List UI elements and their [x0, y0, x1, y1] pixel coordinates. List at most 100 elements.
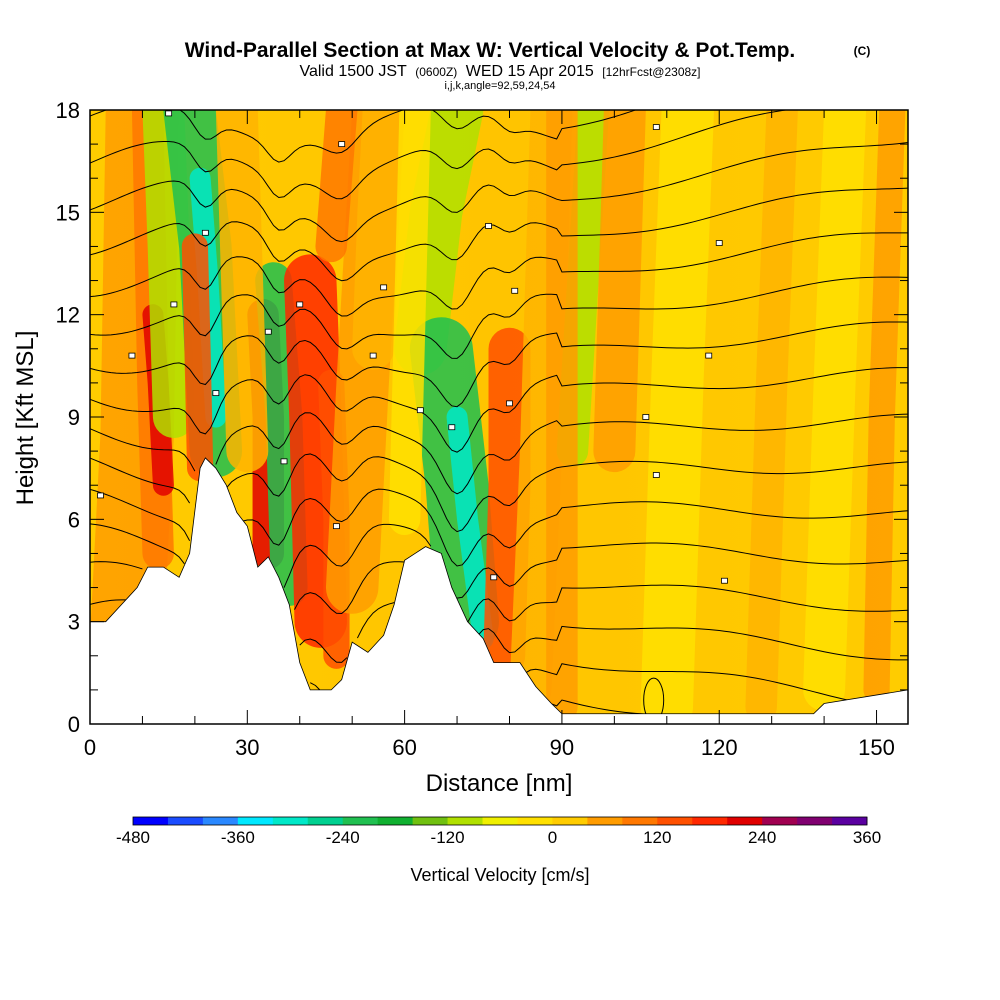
theta-contour: [90, 110, 790, 200]
theta-contour: [456, 542, 908, 599]
x-tick-label: 150: [858, 735, 895, 760]
plot-area: [90, 110, 908, 724]
colorbar-swatch: [657, 817, 693, 825]
theta-contour: [90, 599, 127, 605]
y-tick-label: 6: [68, 507, 80, 532]
velocity-band: [352, 110, 405, 370]
theta-contour-label: [280, 458, 288, 465]
theta-contour: [477, 625, 908, 661]
theta-contour-label: [416, 407, 424, 414]
theta-contour-label: [652, 472, 660, 478]
theta-contour-label: [380, 284, 388, 291]
colorbar-swatch: [622, 817, 658, 825]
x-axis: 0 30 60 90 120 150: [84, 110, 895, 760]
velocity-band: [388, 110, 431, 536]
theta-contour: [283, 523, 432, 588]
colorbar-tick-label: 120: [643, 828, 671, 847]
theta-contour: [90, 142, 908, 243]
theta-contour-label: [128, 352, 136, 359]
theta-contours: [90, 110, 908, 723]
colorbar-swatch: [762, 817, 798, 825]
chart-title: Wind-Parallel Section at Max W: Vertical…: [185, 39, 796, 62]
colorbar-frame: [132, 816, 868, 826]
colorbar-swatch: [692, 817, 728, 825]
colorbar-tick-label: 360: [853, 828, 881, 847]
theta-contour-label: [369, 352, 377, 359]
colorbar-swatch: [377, 817, 414, 825]
colorbar-swatch: [727, 817, 763, 825]
theta-contour-label: [97, 492, 104, 499]
valid-time: Valid 1500 JST: [299, 63, 407, 80]
theta-contour-label: [485, 223, 492, 229]
x-tick-label: 120: [701, 735, 738, 760]
theta-contour-label: [296, 301, 304, 308]
theta-contour-labels: [97, 110, 728, 584]
velocity-band: [315, 110, 358, 263]
theta-contour: [90, 187, 908, 282]
velocity-band: [181, 233, 214, 482]
terrain-mask: [90, 457, 908, 724]
copyright-mark: (C): [854, 44, 871, 58]
colorbar: -480 -360 -240 -120 0 120 240 360: [116, 816, 881, 847]
colorbar-title: Vertical Velocity [cm/s]: [410, 865, 589, 885]
theta-contour-label: [448, 424, 456, 431]
theta-contour: [90, 523, 185, 565]
velocity-band: [745, 110, 798, 723]
theta-contour: [90, 428, 196, 472]
colorbar-swatch: [832, 817, 868, 825]
velocity-band: [803, 110, 867, 711]
theta-contour-label: [264, 328, 272, 335]
theta-contour: [241, 488, 908, 567]
colorbar-swatch: [202, 817, 239, 825]
x-tick-label: 0: [84, 735, 96, 760]
theta-contour-label: [705, 352, 713, 359]
colorbar-swatch: [552, 817, 588, 825]
theta-contour: [90, 110, 638, 163]
theta-contour-label: [170, 301, 178, 308]
y-tick-label: 3: [68, 610, 80, 635]
y-tick-label: 0: [68, 712, 80, 737]
theta-contour-label: [506, 400, 513, 407]
x-tick-label: 60: [392, 735, 416, 760]
theta-contour-label: [490, 574, 498, 581]
x-tick-label: 30: [235, 735, 259, 760]
colorbar-swatch: [517, 817, 553, 825]
x-axis-label: Distance [nm]: [426, 770, 573, 797]
colorbar-tick-label: -480: [116, 828, 150, 847]
colorbar-swatch: [307, 817, 344, 825]
velocity-band: [215, 110, 269, 473]
colorbar-swatch: [272, 817, 309, 825]
valid-date: WED 15 Apr 2015: [466, 63, 594, 80]
colorbar-swatch: [447, 817, 484, 825]
theta-contour: [225, 453, 908, 533]
theta-contour: [215, 412, 908, 495]
theta-contour: [90, 561, 143, 570]
y-tick-label: 9: [68, 405, 80, 430]
colorbar-tick-label: -360: [221, 828, 255, 847]
velocity-band: [483, 327, 531, 677]
theta-contour: [294, 561, 405, 614]
colorbar-tick-label: -240: [326, 828, 360, 847]
colorbar-tick-label: -120: [431, 828, 465, 847]
valid-time-utc: (0600Z): [415, 65, 457, 79]
theta-contour: [309, 682, 322, 692]
theta-contour: [90, 321, 908, 408]
chart-subtitle: Valid 1500 JST (0600Z) WED 15 Apr 2015 […: [299, 63, 700, 80]
theta-contour-label: [333, 523, 340, 530]
forecast-tag: [12hrFcst@2308z]: [602, 65, 700, 79]
colorbar-swatch: [797, 817, 833, 825]
colorbar-swatch: [587, 817, 623, 825]
theta-contour: [299, 638, 348, 663]
theta-contour-label: [338, 141, 346, 148]
colorbar-swatch: [133, 817, 169, 825]
velocity-band: [446, 406, 494, 650]
colorbar-swatch: [167, 817, 204, 825]
velocity-band: [640, 110, 714, 724]
theta-contour: [356, 602, 395, 639]
x-tick-label: 90: [550, 735, 574, 760]
theta-contour: [524, 663, 856, 703]
theta-contour: [90, 488, 191, 542]
theta-contour-label: [212, 390, 220, 397]
theta-contour-label: [652, 124, 660, 130]
